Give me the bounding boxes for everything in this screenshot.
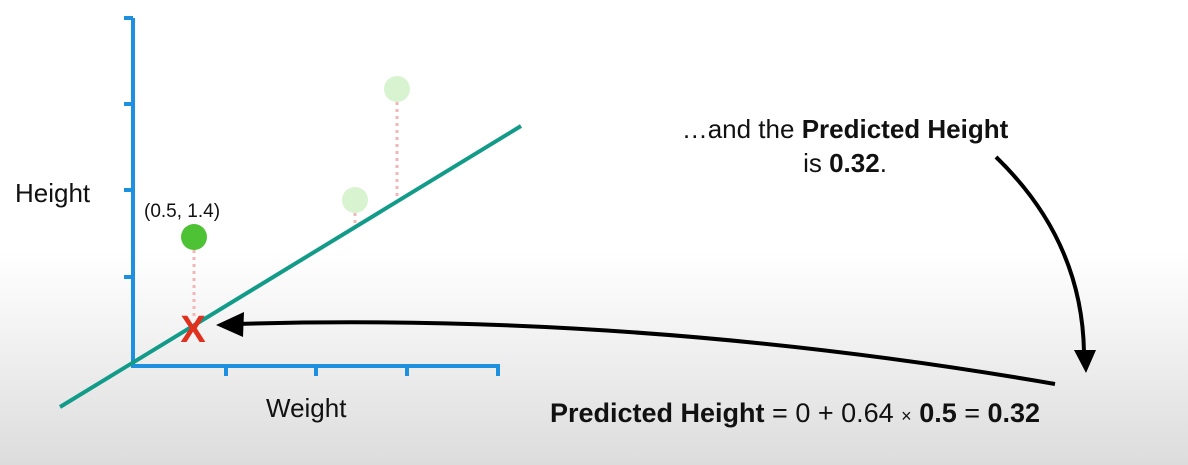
fit-line (58, 124, 523, 409)
arrow-to-equation (994, 155, 1086, 353)
data-point-faded (384, 76, 410, 102)
prediction-equation: Predicted Height = 0 + 0.64 × 0.5 = 0.32 (550, 398, 1041, 428)
x-axis-label: Weight (266, 393, 347, 423)
arrow-to-marker (235, 320, 1056, 386)
point-label: (0.5, 1.4) (144, 201, 221, 222)
equation-lhs: Predicted Height (550, 398, 765, 428)
predicted-marker: X (180, 309, 206, 351)
data-point-active (181, 224, 207, 250)
arrowhead (216, 312, 244, 337)
narration-text: …and the Predicted Height is 0.32. (630, 112, 1060, 180)
data-point-faded (342, 187, 368, 213)
narration-line-2: is 0.32. (803, 148, 887, 178)
arrowhead (1074, 350, 1096, 373)
equation-result: 0.32 (987, 398, 1041, 428)
y-axis-label: Height (15, 178, 91, 208)
narration-line-1: …and the Predicted Height (681, 114, 1009, 144)
